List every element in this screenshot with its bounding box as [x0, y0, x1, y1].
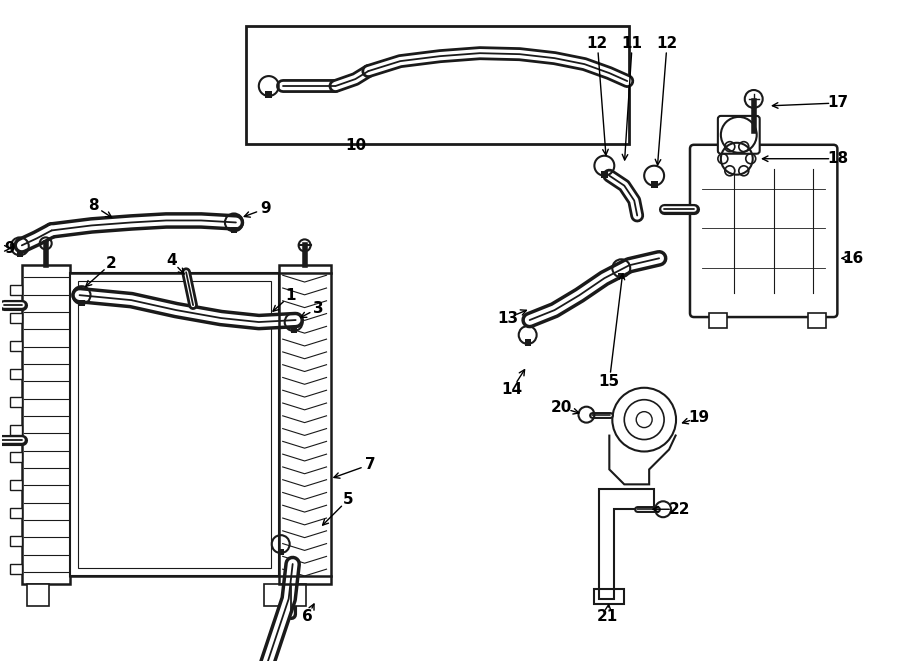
Text: 7: 7	[365, 457, 375, 472]
Text: 17: 17	[828, 95, 849, 111]
Bar	[10, 285, 22, 295]
Text: 4: 4	[166, 253, 176, 268]
Text: 22: 22	[669, 502, 689, 517]
Bar	[651, 181, 658, 187]
Bar	[10, 424, 22, 434]
Text: 9: 9	[4, 241, 15, 256]
Bar	[266, 91, 272, 98]
Bar	[291, 326, 297, 333]
Bar	[246, 26, 629, 144]
Bar	[17, 251, 22, 257]
Bar	[10, 536, 22, 546]
Bar	[10, 397, 22, 406]
Text: 21: 21	[597, 609, 618, 624]
Bar	[22, 265, 69, 584]
Bar	[10, 481, 22, 491]
Text: 6: 6	[302, 609, 313, 624]
Text: 16: 16	[842, 251, 864, 266]
Bar	[618, 273, 625, 279]
FancyBboxPatch shape	[690, 145, 837, 317]
Bar	[525, 340, 531, 346]
Bar	[77, 281, 271, 568]
Bar	[284, 584, 306, 606]
Text: 8: 8	[88, 198, 99, 213]
Bar	[264, 584, 285, 606]
Text: 5: 5	[343, 492, 354, 507]
Bar	[230, 227, 237, 233]
Bar	[277, 549, 284, 555]
Bar	[10, 564, 22, 574]
Text: 1: 1	[285, 288, 296, 303]
Bar	[279, 265, 330, 584]
Bar	[808, 313, 826, 328]
Text: 12: 12	[587, 36, 608, 51]
Text: 20: 20	[551, 400, 572, 415]
Text: 19: 19	[688, 410, 709, 425]
Text: 12: 12	[656, 36, 678, 51]
Bar	[601, 171, 608, 177]
Bar	[78, 300, 85, 306]
Bar	[10, 313, 22, 323]
Text: 11: 11	[622, 36, 643, 51]
Bar	[10, 369, 22, 379]
Bar	[27, 584, 49, 606]
FancyBboxPatch shape	[718, 116, 760, 154]
Bar	[709, 313, 727, 328]
Text: 10: 10	[345, 138, 366, 154]
Bar	[10, 508, 22, 518]
Bar	[69, 273, 279, 576]
Text: 18: 18	[828, 151, 849, 166]
Bar	[10, 341, 22, 351]
Bar	[10, 453, 22, 463]
Text: 9: 9	[260, 201, 271, 216]
Text: 13: 13	[497, 310, 518, 326]
Text: 15: 15	[598, 374, 620, 389]
Text: 14: 14	[501, 382, 522, 397]
Text: 3: 3	[313, 301, 324, 316]
Text: 2: 2	[106, 256, 117, 271]
